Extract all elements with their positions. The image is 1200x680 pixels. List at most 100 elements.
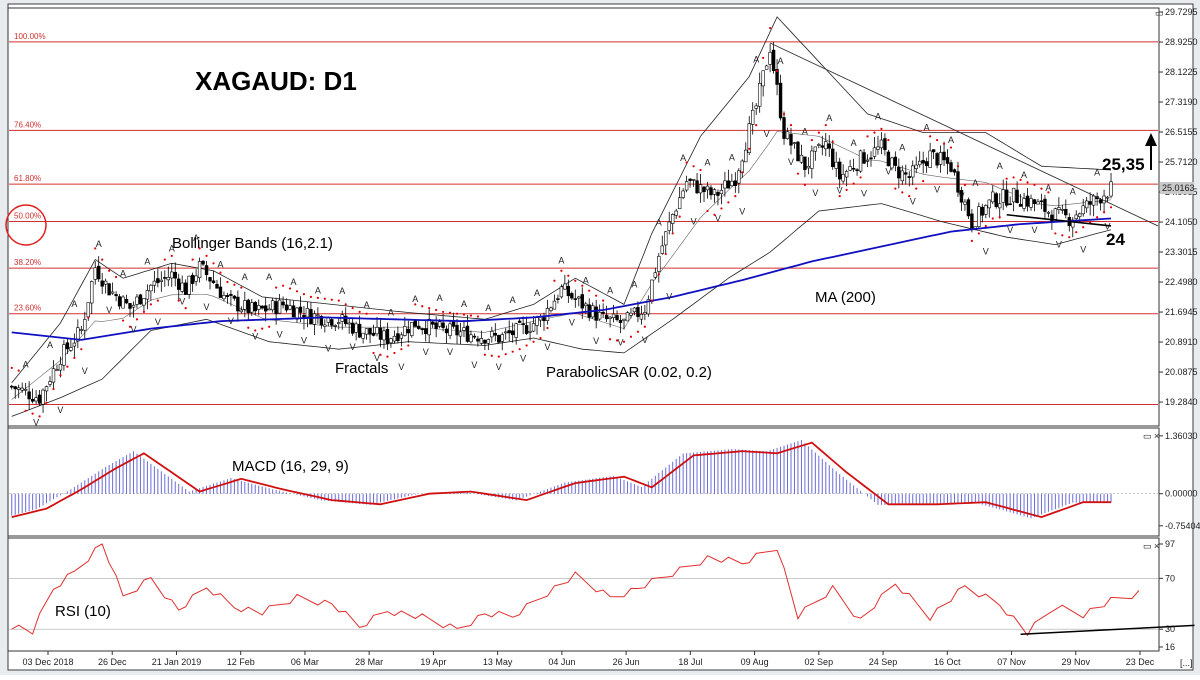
candle [30,388,35,404]
candle [350,318,355,336]
candle-body [521,323,525,326]
candle [702,185,706,202]
sar-dot [929,135,932,138]
fractal-up-arrow: A [997,161,1003,171]
candle [594,299,598,329]
candle-body [984,205,988,215]
candle-body [712,189,717,195]
candle-body [114,294,118,297]
candle-body [110,291,115,294]
candle [337,317,341,330]
candle-body [159,279,164,282]
candle [288,300,292,311]
sar-dot [163,258,166,261]
fractal-down-arrow: V [277,330,283,340]
candle [1004,180,1009,208]
candle [991,185,995,204]
candle [855,168,859,176]
candle [834,151,838,177]
price-tick-label: 29.7295 [1165,7,1198,17]
candle-body [549,307,553,311]
candle-body [490,331,494,338]
candle [354,321,358,341]
fractal-down-arrow: V [130,325,136,335]
sar-dot [379,353,382,356]
candle [730,173,734,187]
ma-200-line [11,217,1112,341]
candle-body [827,143,831,149]
fractals-label: Fractals [335,360,388,377]
fractal-down-arrow: V [1056,240,1062,250]
sar-dot [407,344,410,347]
sar-dot [80,348,83,351]
candle [229,289,233,307]
candle [709,185,713,200]
price-axis: 29.7295 28.9250 28.1225 27.3190 26.5155 25.71… [1159,7,1198,407]
candle [938,145,943,173]
candle-body [417,325,421,329]
candle-body [625,312,630,322]
candle [615,310,619,322]
candle [625,311,630,322]
candle-body [622,318,626,321]
candle-body [604,314,609,320]
candle [914,156,918,174]
candle [831,140,835,170]
sar-dot [720,207,723,210]
maximize-icon[interactable]: ▭ [1155,8,1164,18]
candle-body [768,51,772,65]
date-label: 02 Sep [805,657,834,667]
fractal-down-arrow: V [1080,244,1086,254]
candle-body [1098,199,1103,204]
fractal-down-arrow: V [812,188,818,198]
candle-body [51,368,56,383]
macd-window-icons[interactable]: ▭ × [1143,431,1159,441]
candle [260,305,264,310]
candle [458,322,463,345]
scroll-icon[interactable]: [...] [1180,658,1193,668]
candle-body [782,117,786,139]
sar-dot [115,275,118,279]
rsi-line [11,543,1140,637]
candle [810,145,814,179]
candle [211,270,216,284]
candle [222,291,226,302]
candle-body [347,322,351,325]
fractal-up-arrow: A [339,286,345,296]
candle [159,271,164,292]
candle [837,157,842,189]
candle [399,332,404,347]
candle [949,159,953,173]
rsi-window-icons[interactable]: ▭ × [1143,541,1159,551]
candle [309,302,313,325]
candle [1036,198,1040,205]
price-tick-label: 25.7120 [1165,157,1198,167]
sar-dot [574,279,577,282]
sar-dot [650,299,653,302]
sar-dot [38,415,41,418]
support-trendline [1006,213,1112,227]
candle-body [344,315,348,324]
sar-dot [309,295,313,299]
candle-body [441,322,445,328]
candle-body [584,303,588,307]
candle [757,72,762,113]
candle-body [886,151,891,167]
sar-dot [87,316,90,319]
candle-body [124,299,129,304]
candle-body [674,210,678,216]
candle-body [900,170,905,182]
candle [504,327,508,340]
sar-dot [1040,187,1043,190]
fractal-up-arrow: A [704,158,710,168]
sar-dot [448,311,452,314]
candle [201,260,205,266]
candle [716,189,720,206]
fractal-up-arrow: A [948,135,954,145]
candle [10,384,14,390]
candle-body [911,165,915,178]
sar-dot [998,216,1001,219]
candle-body [1022,198,1026,209]
candle-body [942,151,946,161]
price-tick-label: 24.1050 [1165,217,1198,227]
